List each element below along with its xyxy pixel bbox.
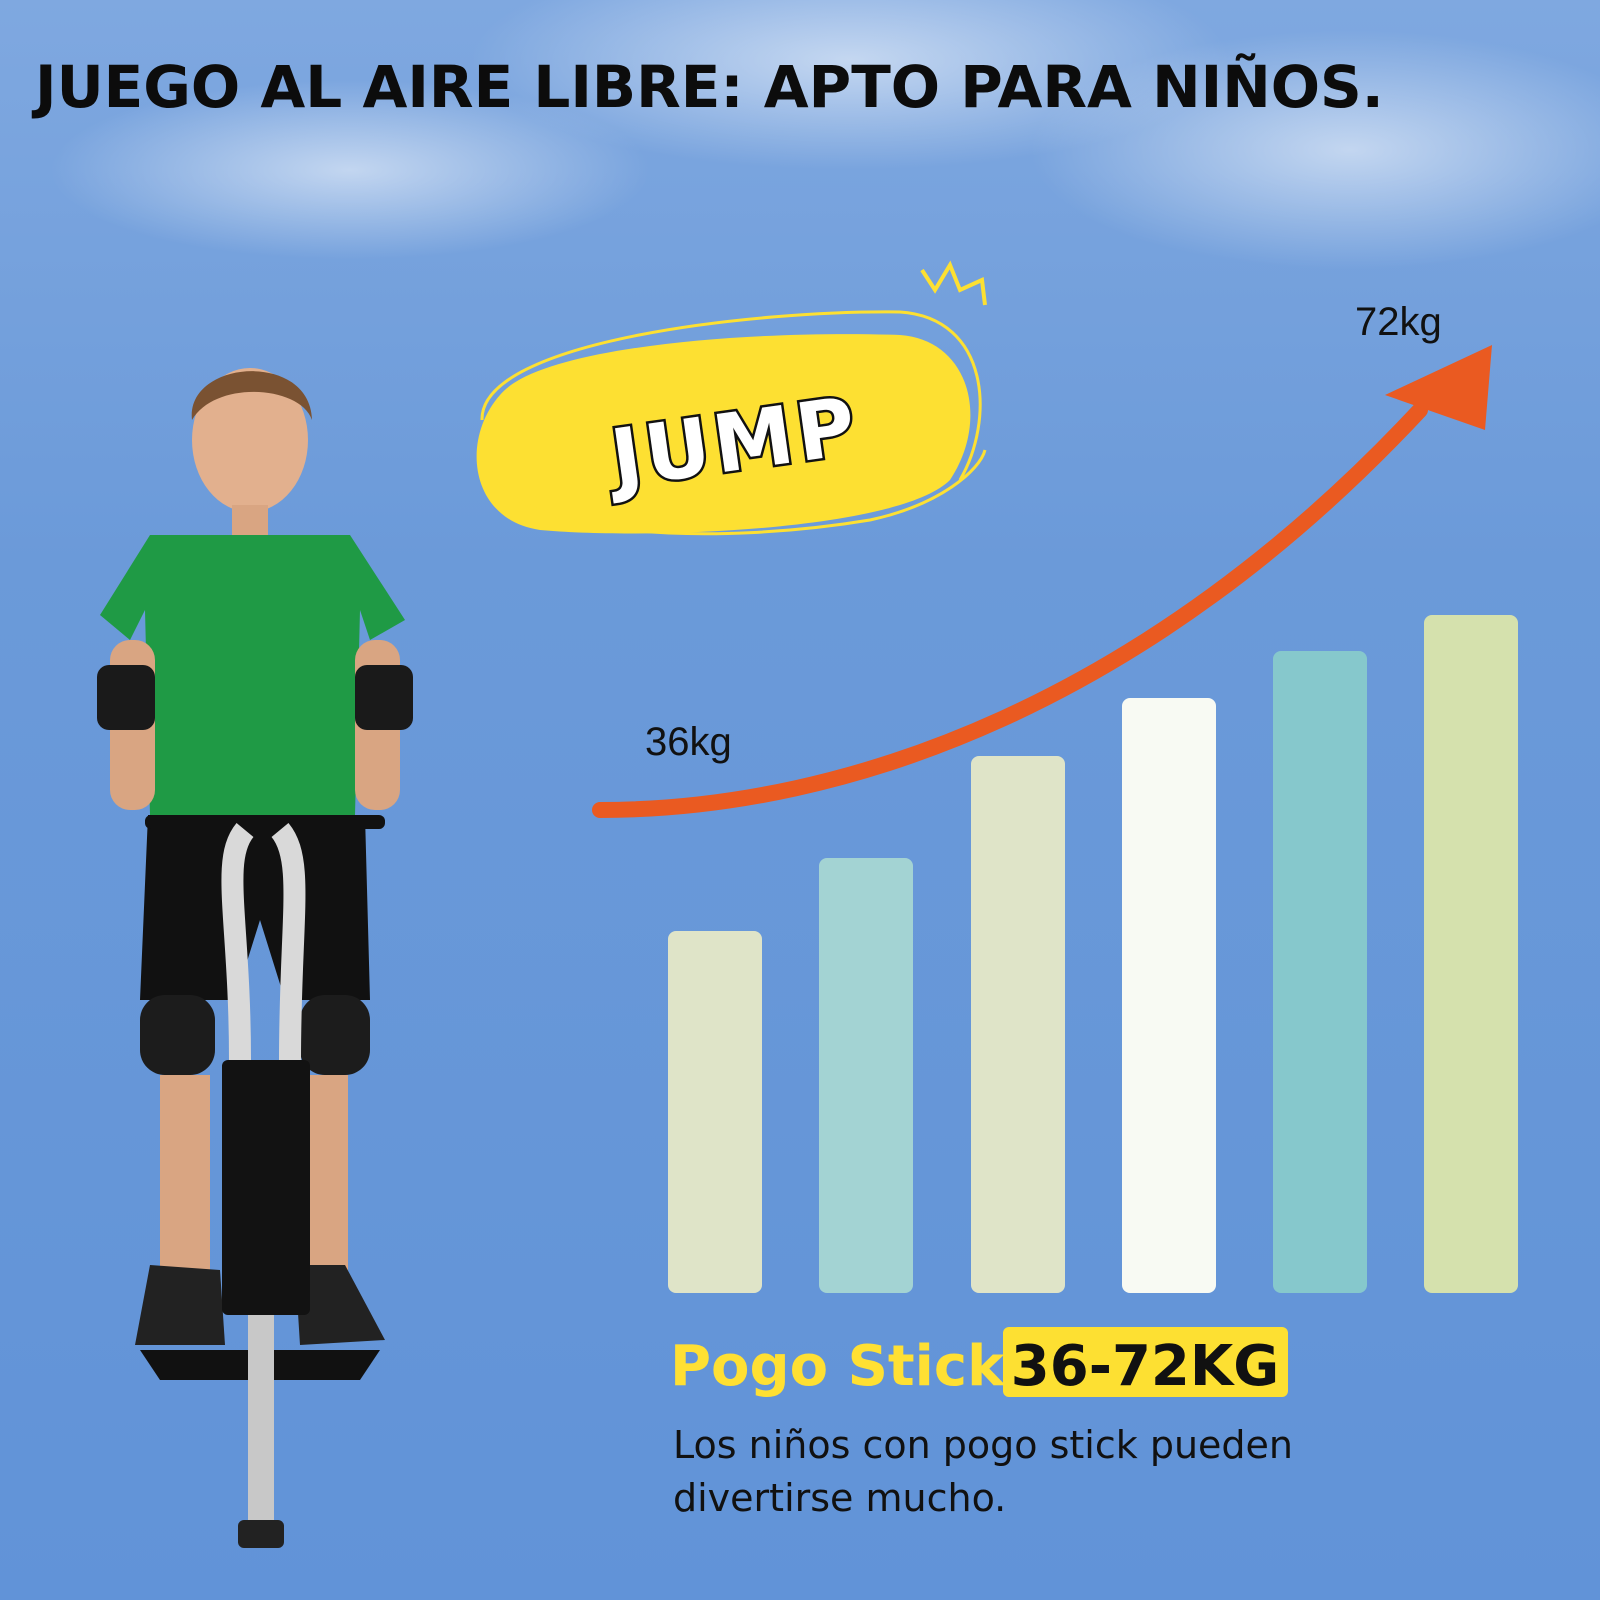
decor-bar	[1122, 698, 1216, 1293]
shoe	[295, 1265, 385, 1345]
pogo-tip	[238, 1520, 284, 1548]
jump-badge: JUMP	[476, 260, 987, 536]
shirt	[100, 535, 405, 815]
decor-bar	[1424, 615, 1518, 1293]
description-line: divertirse mucho.	[673, 1476, 1006, 1520]
neck	[232, 505, 268, 535]
decor-bar	[971, 756, 1065, 1293]
start-label: 36kg	[645, 720, 732, 764]
description-line: Los niños con pogo stick pueden	[673, 1423, 1293, 1467]
boy-illustration	[97, 368, 413, 1548]
decor-bar	[668, 931, 762, 1293]
pogo-frame	[221, 822, 306, 1061]
handlebar	[145, 815, 385, 829]
decor-bar	[819, 858, 913, 1293]
knee-pad	[140, 995, 215, 1075]
badge-outline	[480, 310, 982, 481]
end-label: 72kg	[1355, 300, 1442, 344]
elbow-pad	[97, 665, 155, 730]
knee-pad	[300, 995, 370, 1075]
crown	[920, 260, 987, 306]
cloud	[50, 80, 650, 260]
title: JUEGO AL AIRE LIBRE: APTO PARA NIÑOS.	[31, 52, 1384, 121]
arrow-line	[592, 402, 1428, 818]
product-name: Pogo Stick:	[670, 1334, 1027, 1399]
arrow-head	[1385, 345, 1492, 430]
product-range: 36-72KG	[1011, 1334, 1279, 1399]
shorts	[140, 815, 370, 1000]
elbow-pad	[355, 665, 413, 730]
decor-bar	[1273, 651, 1367, 1293]
pogo-shaft	[248, 1315, 274, 1520]
pogo-spring-housing	[222, 1060, 310, 1315]
hair	[191, 371, 312, 420]
badge-blob	[476, 334, 971, 534]
leg	[160, 1075, 210, 1275]
shoe	[135, 1265, 225, 1345]
range-highlight	[1003, 1327, 1288, 1397]
cloud	[1030, 30, 1600, 270]
head	[192, 368, 308, 512]
badge-outline	[488, 449, 987, 536]
